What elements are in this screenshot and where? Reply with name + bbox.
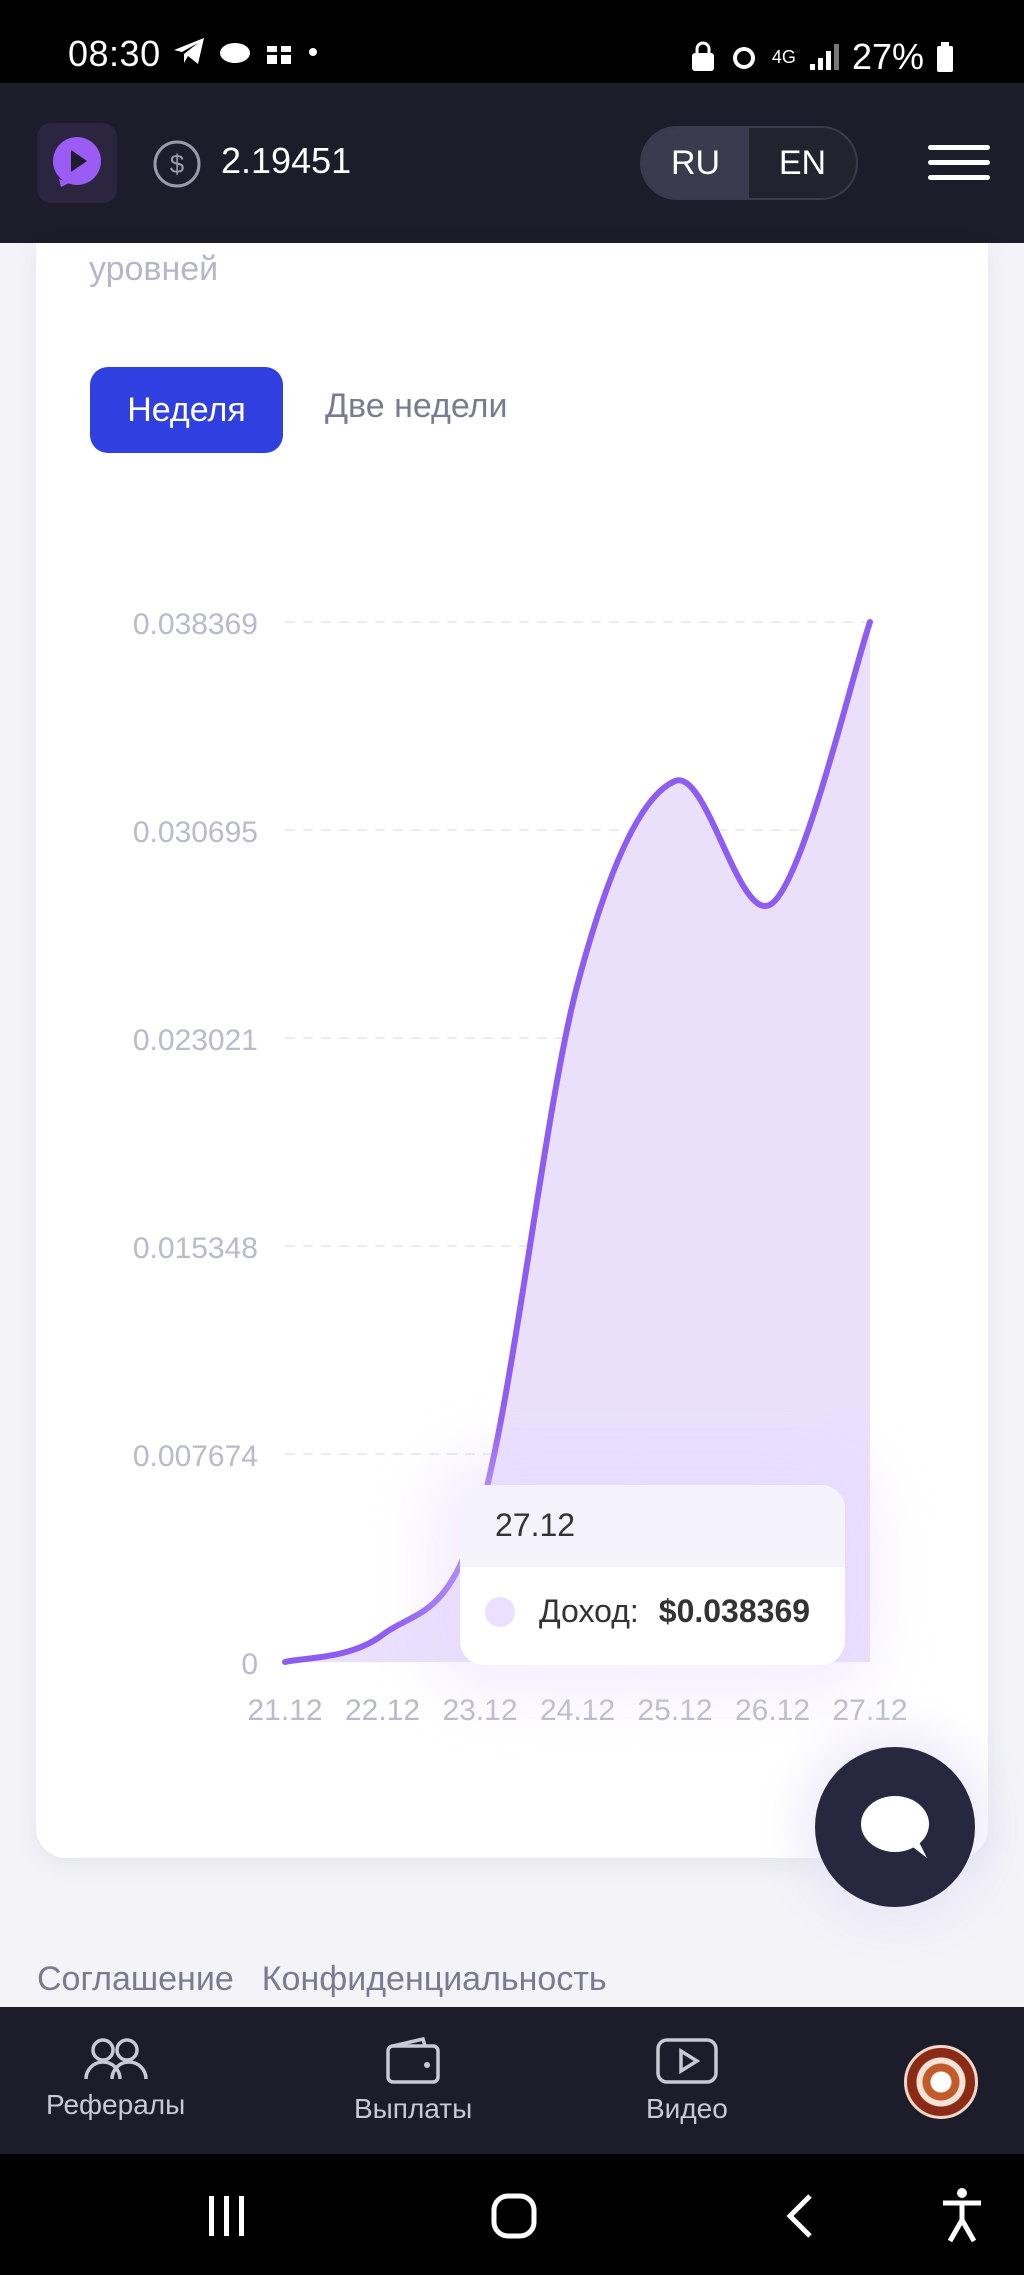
cloud-icon [220, 43, 250, 63]
tooltip-series-label: Доход: [539, 1593, 639, 1629]
notification-icons [172, 36, 320, 66]
dot-icon [309, 48, 317, 56]
y-tick-label: 0 [241, 1648, 258, 1681]
x-tick-label: 25.12 [637, 1694, 712, 1727]
nav-payouts-label: Выплаты [354, 2093, 473, 2124]
balance-value: 2.19451 [221, 140, 352, 181]
alarm-icon [732, 47, 755, 69]
x-tick-label: 26.12 [735, 1694, 810, 1727]
y-tick-label: 0.038369 [133, 608, 258, 641]
x-tick-label: 23.12 [442, 1694, 517, 1727]
video-icon [656, 2038, 718, 2084]
users-icon [83, 2038, 148, 2080]
system-icons: 4G 27% [690, 36, 954, 78]
home-icon[interactable] [490, 2192, 538, 2240]
bottom-navigation: Рефералы Выплаты Видео [0, 2007, 1024, 2154]
nav-referrals-label: Рефералы [46, 2089, 186, 2120]
tab-week[interactable]: Неделя [90, 367, 283, 453]
app-logo[interactable] [37, 123, 117, 203]
battery-percent: 27% [851, 36, 924, 77]
hamburger-menu-icon[interactable] [928, 145, 990, 185]
privacy-link[interactable]: Конфиденциальность [261, 1960, 607, 1998]
x-tick-label: 24.12 [540, 1694, 615, 1727]
language-option-en[interactable]: EN [778, 143, 827, 182]
chart-tooltip: 27.12 Доход: $0.038369 [460, 1485, 845, 1665]
gift-icon [267, 39, 291, 64]
signal-icon [809, 44, 839, 70]
status-time: 08:30 [68, 33, 161, 74]
agreement-link[interactable]: Соглашение [37, 1960, 234, 1998]
tooltip-value: $0.038369 [658, 1593, 811, 1629]
language-option-ru[interactable]: RU [642, 128, 749, 198]
nav-payouts[interactable]: Выплаты [354, 2037, 472, 2125]
play-logo-icon [53, 137, 101, 187]
y-tick-label: 0.007674 [133, 1440, 258, 1473]
lock-icon [691, 41, 714, 71]
chat-button[interactable] [815, 1747, 975, 1907]
tooltip-date: 27.12 [460, 1485, 845, 1567]
y-tick-label: 0.030695 [133, 816, 258, 849]
series-color-dot [485, 1596, 515, 1627]
x-tick-label: 22.12 [345, 1694, 420, 1727]
network-label: 4G [771, 46, 796, 67]
y-tick-label: 0.023021 [133, 1024, 258, 1057]
status-bar: 08:30 4G 27% [0, 0, 1024, 83]
system-navigation-bar [0, 2154, 1024, 2275]
x-tick-label: 21.12 [247, 1694, 322, 1727]
svg-text:$: $ [170, 149, 185, 179]
nav-video-label: Видео [646, 2093, 728, 2124]
user-avatar[interactable] [904, 2045, 978, 2119]
series-area [285, 622, 870, 1662]
nav-video[interactable]: Видео [646, 2037, 728, 2125]
x-tick-label: 27.12 [832, 1694, 907, 1727]
chat-bubble-icon [861, 1796, 929, 1858]
earnings-chart: 0 0.007674 0.015348 0.023021 0.030695 0.03836… [133, 608, 908, 1727]
telegram-icon [174, 38, 204, 64]
footer-links: Соглашение Конфиденциальность [37, 1960, 607, 1999]
tab-two-weeks[interactable]: Две недели [325, 387, 508, 425]
language-switcher: RU EN [640, 126, 858, 200]
back-icon[interactable] [782, 2192, 816, 2240]
wallet-icon [386, 2037, 440, 2084]
nav-referrals[interactable]: Рефералы [46, 2037, 185, 2121]
card-subtitle: уровней [89, 250, 219, 288]
app-header: $ 2.19451 RU EN [0, 83, 1024, 243]
recent-apps-icon[interactable] [205, 2194, 249, 2238]
accessibility-icon[interactable] [940, 2186, 984, 2244]
series-line [282, 619, 873, 1665]
battery-icon [937, 42, 953, 72]
dollar-icon: $ [153, 140, 201, 188]
y-tick-label: 0.015348 [133, 1232, 258, 1265]
